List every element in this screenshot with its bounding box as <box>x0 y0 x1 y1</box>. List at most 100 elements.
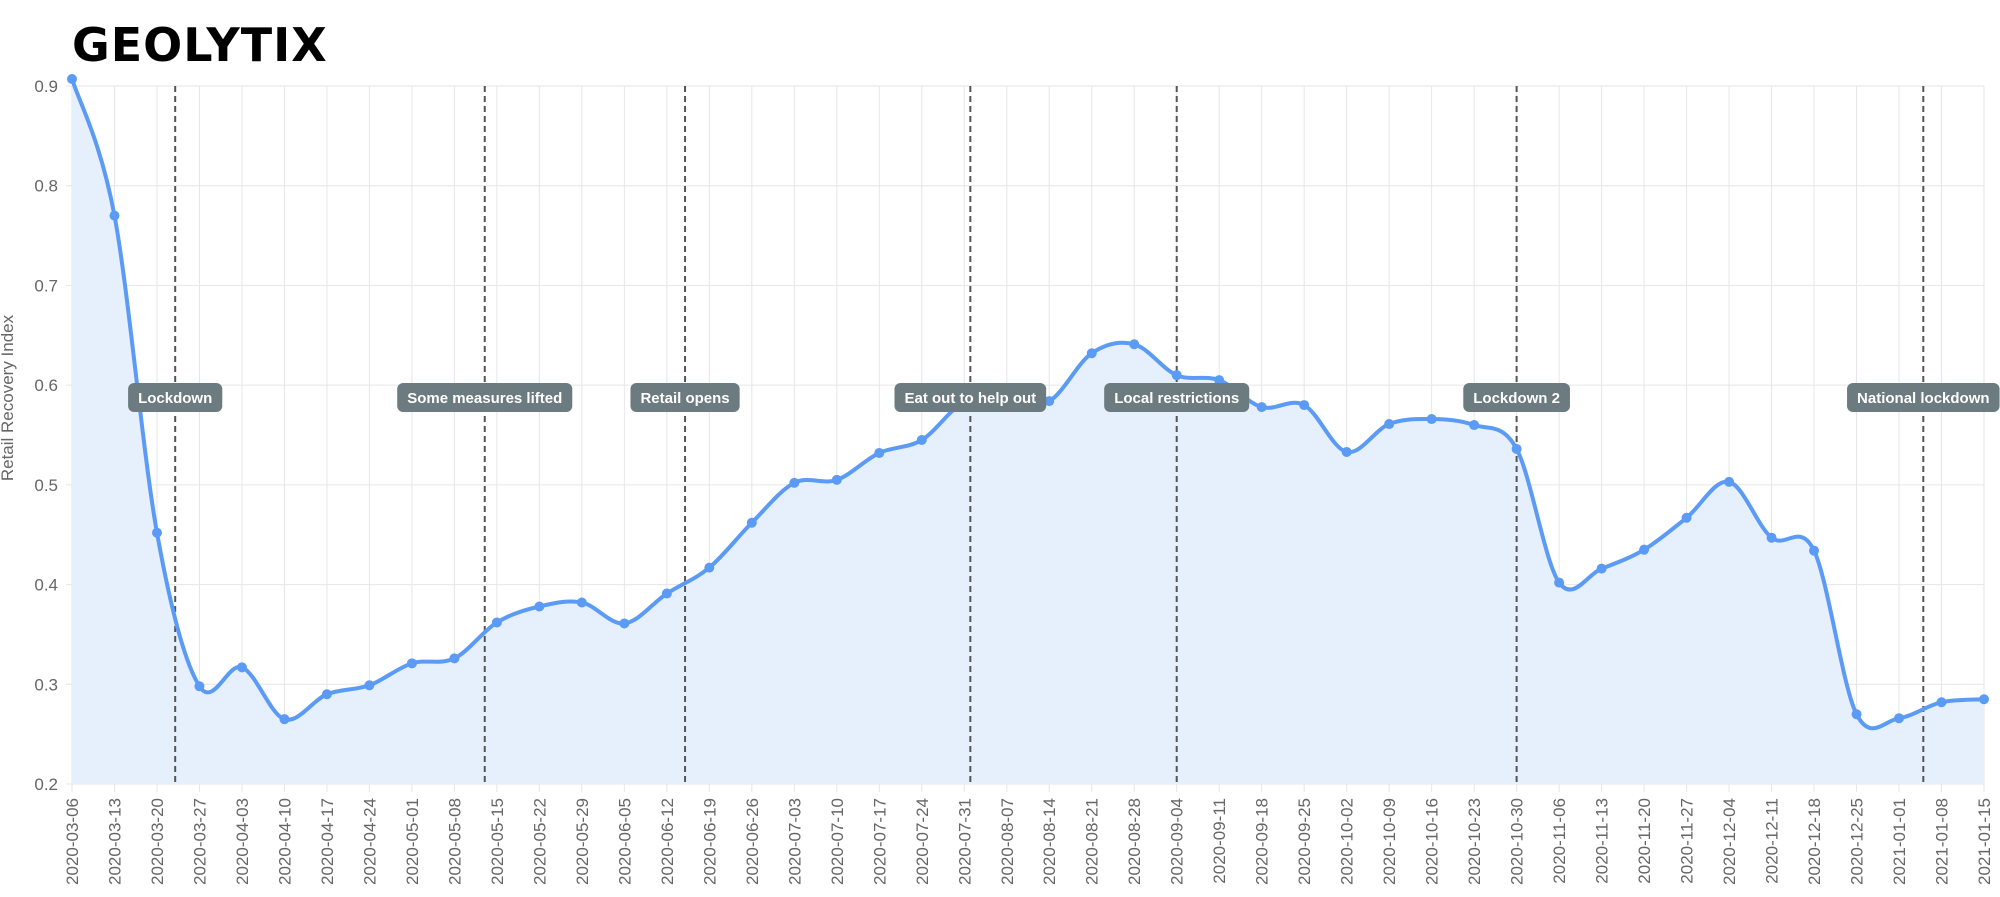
data-point <box>534 601 545 612</box>
x-tick-label: 2020-03-20 <box>148 798 167 885</box>
x-tick-label: 2020-05-22 <box>530 798 549 885</box>
annotation-label: Retail opens <box>630 383 740 412</box>
x-tick-label: 2021-01-01 <box>1890 798 1909 885</box>
x-tick-label: 2020-04-03 <box>233 798 252 885</box>
data-point <box>619 618 630 629</box>
x-tick-label: 2020-05-29 <box>573 798 592 885</box>
data-point <box>1299 400 1310 411</box>
annotation-box <box>1104 383 1250 412</box>
x-tick-label: 2020-05-15 <box>488 798 507 885</box>
data-point <box>789 477 800 488</box>
data-point <box>704 562 715 573</box>
data-point <box>1894 713 1905 724</box>
x-tick-label: 2020-10-23 <box>1465 798 1484 885</box>
y-tick-label: 0.2 <box>34 775 58 794</box>
annotation-text: Lockdown 2 <box>1473 390 1560 407</box>
data-point <box>1256 402 1267 413</box>
annotation-text: Local restrictions <box>1114 390 1239 407</box>
data-point <box>661 588 672 599</box>
x-tick-label: 2020-06-19 <box>700 798 719 885</box>
x-tick-label: 2020-04-24 <box>360 798 379 885</box>
data-point <box>831 474 842 485</box>
annotation-label: Eat out to help out <box>894 383 1047 412</box>
annotation-text: Retail opens <box>640 390 729 407</box>
data-point <box>1639 544 1650 555</box>
x-tick-label: 2020-06-12 <box>658 798 677 885</box>
x-tick-label: 2020-09-25 <box>1295 798 1314 885</box>
y-tick-label: 0.9 <box>34 77 58 96</box>
x-tick-label: 2020-11-27 <box>1678 798 1697 884</box>
annotation-label: Local restrictions <box>1104 383 1250 412</box>
x-tick-label: 2020-07-17 <box>870 798 889 885</box>
x-tick-label: 2020-12-11 <box>1763 798 1782 884</box>
x-tick-label: 2020-08-14 <box>1040 798 1059 885</box>
x-tick-label: 2020-08-07 <box>998 798 1017 885</box>
annotations: Lockdown Some measures lifted Retail opens… <box>128 383 2000 412</box>
x-tick-label: 2020-12-04 <box>1720 798 1739 885</box>
x-tick-label: 2020-10-02 <box>1338 798 1357 885</box>
data-point <box>1214 375 1225 386</box>
x-axis-ticks: 2020-03-06 2020-03-13 2020-03-20 2020-03-27… <box>63 798 1994 885</box>
x-tick-label: 2020-06-26 <box>743 798 762 885</box>
annotation-box <box>128 383 223 412</box>
data-point <box>1426 414 1437 425</box>
y-tick-label: 0.3 <box>34 675 58 694</box>
data-point <box>67 74 77 85</box>
annotation-label: National lockdown <box>1847 383 2000 412</box>
x-tick-label: 2020-10-16 <box>1423 798 1442 885</box>
x-tick-label: 2020-07-31 <box>955 798 974 885</box>
annotation-box <box>397 383 573 412</box>
data-point <box>1469 420 1480 431</box>
x-tick-label: 2021-01-15 <box>1975 798 1994 885</box>
annotation-box <box>1847 383 2000 412</box>
annotation-lines <box>174 86 1925 784</box>
x-tick-label: 2020-07-03 <box>785 798 804 885</box>
annotation-text: Lockdown <box>138 390 212 407</box>
annotation-box <box>894 383 1047 412</box>
x-tick-label: 2020-04-10 <box>275 798 294 885</box>
data-point <box>1511 443 1522 454</box>
annotation-text: Some measures lifted <box>407 390 562 407</box>
data-point <box>746 517 757 528</box>
data-point <box>1724 476 1735 487</box>
x-tick-label: 2020-09-11 <box>1210 798 1229 884</box>
x-tick-label: 2020-07-10 <box>828 798 847 885</box>
data-point <box>321 689 332 700</box>
geolytix-logo: GEOLYTIX <box>72 18 328 72</box>
data-point <box>236 662 247 673</box>
data-point <box>1086 348 1097 359</box>
data-point <box>449 653 460 664</box>
y-tick-label: 0.4 <box>34 576 58 595</box>
annotation-text: Eat out to help out <box>905 390 1037 407</box>
data-point <box>1936 697 1947 708</box>
series-points <box>67 74 1989 725</box>
data-point <box>1384 419 1395 430</box>
x-tick-label: 2020-09-18 <box>1253 798 1272 885</box>
data-point <box>916 434 927 445</box>
x-tick-label: 2020-03-13 <box>105 798 124 885</box>
data-point <box>279 714 290 725</box>
x-tick-label: 2021-01-08 <box>1933 798 1952 885</box>
y-tick-label: 0.7 <box>34 276 58 295</box>
data-point <box>1851 709 1862 720</box>
annotation-box <box>1463 383 1570 412</box>
x-tick-label: 2020-05-01 <box>403 798 422 885</box>
series-area-fill <box>72 79 1984 784</box>
data-point <box>1809 545 1820 556</box>
data-point <box>491 617 502 628</box>
data-point <box>1044 396 1055 407</box>
x-tick-label: 2020-09-04 <box>1168 798 1187 885</box>
annotation-label: Lockdown <box>128 383 223 412</box>
data-point <box>1681 512 1692 523</box>
x-tick-label: 2020-12-25 <box>1848 798 1867 885</box>
x-tick-label: 2020-06-05 <box>615 798 634 885</box>
x-tick-label: 2020-11-20 <box>1635 798 1654 884</box>
x-tick-label: 2020-03-06 <box>63 798 82 885</box>
y-tick-label: 0.6 <box>34 376 58 395</box>
x-tick-label: 2020-08-28 <box>1125 798 1144 885</box>
data-point <box>576 597 587 608</box>
y-axis-ticks: 0.2 0.3 0.4 0.5 0.6 0.7 0.8 0.9 <box>34 77 58 794</box>
x-tick-label: 2020-04-17 <box>318 798 337 885</box>
y-tick-label: 0.8 <box>34 177 58 196</box>
